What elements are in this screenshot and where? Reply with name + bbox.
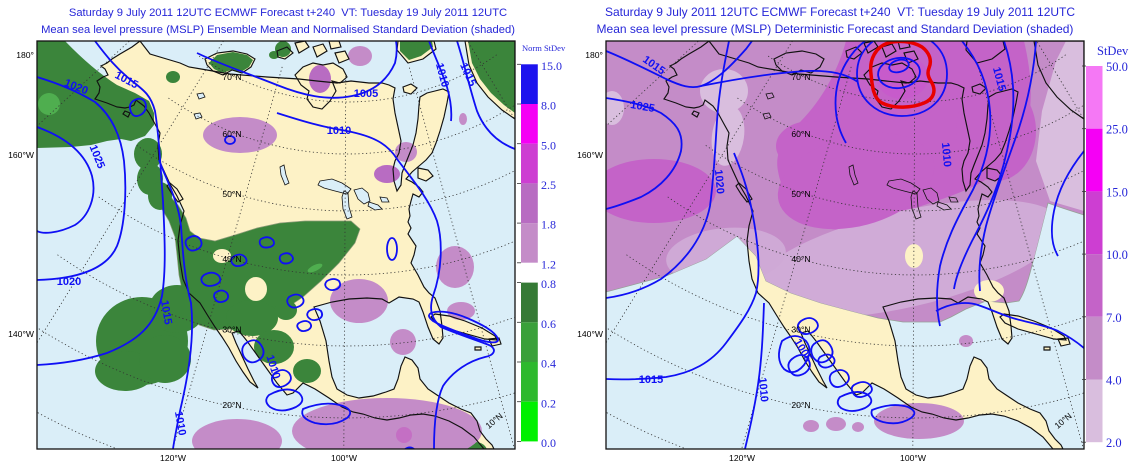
svg-text:160°W: 160°W <box>8 150 35 160</box>
svg-text:8.0: 8.0 <box>541 99 556 113</box>
svg-text:5.0: 5.0 <box>541 138 556 152</box>
svg-text:30°N: 30°N <box>222 325 241 335</box>
svg-text:0.0: 0.0 <box>541 436 556 450</box>
svg-text:120°W: 120°W <box>729 453 756 463</box>
svg-text:180°: 180° <box>16 50 34 60</box>
svg-text:30°N: 30°N <box>791 325 810 335</box>
svg-text:Norm StDev: Norm StDev <box>522 43 566 53</box>
svg-text:140°W: 140°W <box>577 329 604 339</box>
svg-text:Mean sea level pressure (MSLP): Mean sea level pressure (MSLP) Ensemble … <box>41 24 515 36</box>
svg-text:20°N: 20°N <box>222 400 241 410</box>
svg-text:50.0: 50.0 <box>1106 60 1128 74</box>
svg-text:1.2: 1.2 <box>541 257 556 271</box>
svg-text:50°N: 50°N <box>222 189 241 199</box>
svg-text:40°N: 40°N <box>791 254 810 264</box>
svg-text:15.0: 15.0 <box>541 59 562 73</box>
svg-text:0.8: 0.8 <box>541 277 556 291</box>
svg-text:25.0: 25.0 <box>1106 123 1128 137</box>
svg-text:40°N: 40°N <box>222 254 241 264</box>
svg-text:Saturday 9 July 2011 12UTC ECM: Saturday 9 July 2011 12UTC ECMWF Forecas… <box>69 7 507 19</box>
svg-text:Saturday 9 July 2011 12UTC ECM: Saturday 9 July 2011 12UTC ECMWF Forecas… <box>605 5 1075 19</box>
svg-text:2.0: 2.0 <box>1106 436 1122 450</box>
svg-text:1010: 1010 <box>172 410 188 436</box>
svg-text:0.6: 0.6 <box>541 317 556 331</box>
svg-text:1010: 1010 <box>756 377 770 402</box>
svg-text:70°N: 70°N <box>222 72 241 82</box>
svg-text:100°W: 100°W <box>900 453 927 463</box>
svg-text:1005: 1005 <box>354 88 378 100</box>
svg-text:StDev: StDev <box>1097 44 1129 58</box>
svg-text:1020: 1020 <box>712 169 726 194</box>
svg-text:1015: 1015 <box>158 299 174 325</box>
svg-text:100°W: 100°W <box>331 453 358 463</box>
svg-text:70°N: 70°N <box>791 72 810 82</box>
svg-text:60°N: 60°N <box>791 129 810 139</box>
svg-text:4.0: 4.0 <box>1106 374 1122 388</box>
svg-text:1020: 1020 <box>57 276 81 288</box>
svg-text:60°N: 60°N <box>222 129 241 139</box>
svg-text:160°W: 160°W <box>577 150 604 160</box>
svg-text:180°: 180° <box>585 50 603 60</box>
svg-text:10.0: 10.0 <box>1106 248 1128 262</box>
svg-text:120°W: 120°W <box>160 453 187 463</box>
svg-text:1.8: 1.8 <box>541 218 556 232</box>
svg-text:1015: 1015 <box>639 374 663 386</box>
svg-text:20°N: 20°N <box>791 400 810 410</box>
svg-text:140°W: 140°W <box>8 329 35 339</box>
svg-text:Mean sea level pressure (MSLP): Mean sea level pressure (MSLP) Determini… <box>597 22 1074 36</box>
svg-text:1025: 1025 <box>629 99 655 115</box>
svg-text:7.0: 7.0 <box>1106 311 1122 325</box>
svg-text:0.4: 0.4 <box>541 357 556 371</box>
svg-text:2.5: 2.5 <box>541 178 556 192</box>
svg-text:0.2: 0.2 <box>541 396 556 410</box>
svg-text:1010: 1010 <box>939 142 953 167</box>
svg-text:50°N: 50°N <box>791 189 810 199</box>
svg-text:1010: 1010 <box>327 125 351 137</box>
svg-text:15.0: 15.0 <box>1106 185 1128 199</box>
